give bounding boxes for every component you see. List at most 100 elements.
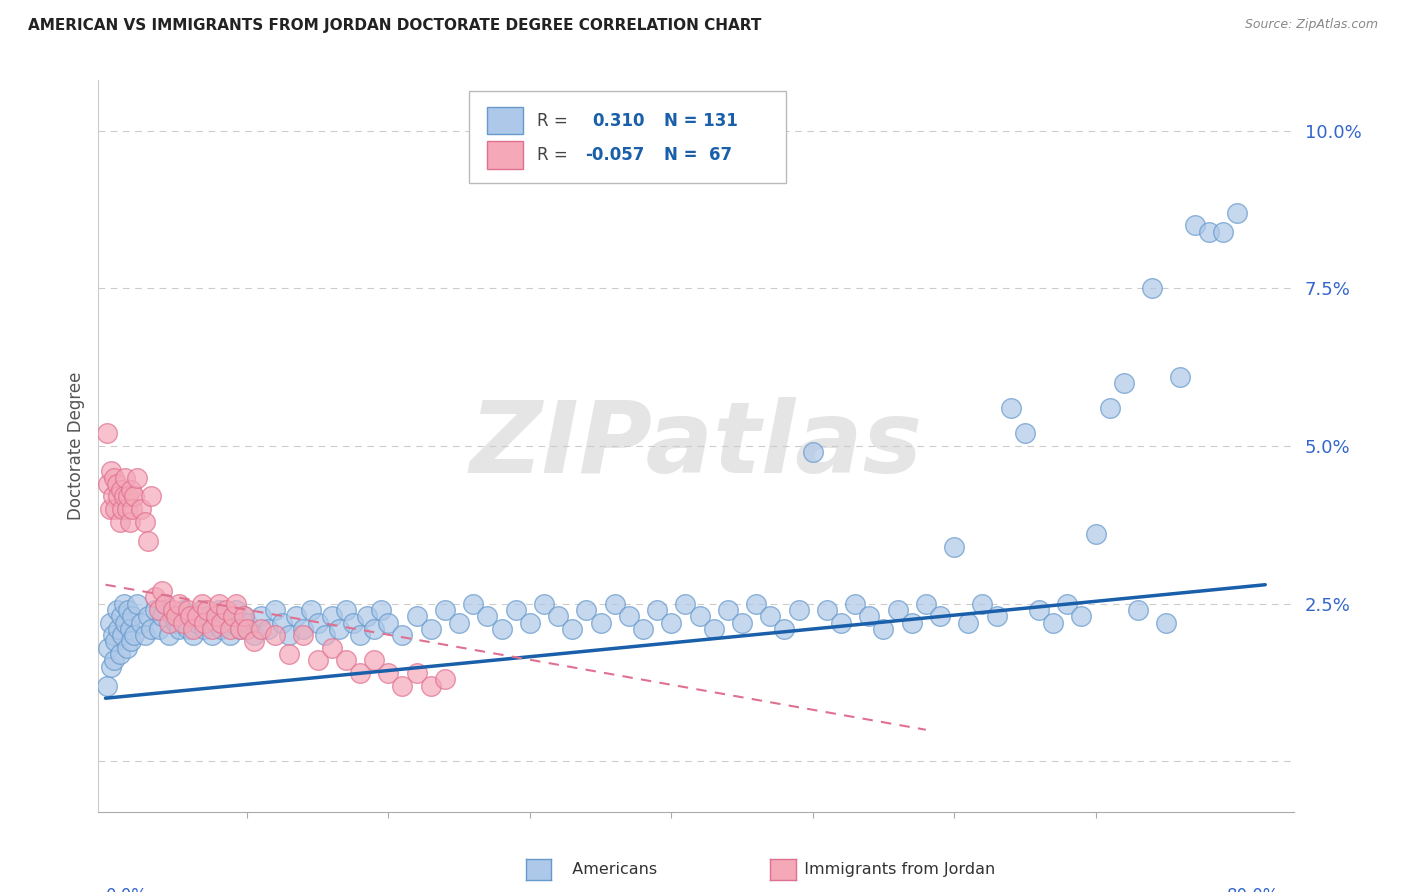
Point [673,597,696,611]
Point [103,470,125,484]
Point [100,464,122,478]
Point [215,603,238,617]
Point [114,615,136,630]
Text: N = 131: N = 131 [664,112,738,129]
Point [233,609,256,624]
Point [1014,426,1036,441]
Point [121,502,143,516]
Point [1070,609,1092,624]
Point [148,603,170,617]
Point [844,597,866,611]
Point [1098,401,1121,416]
Point [219,622,242,636]
Point [250,622,273,636]
Point [617,609,640,624]
Point [250,609,273,624]
Point [225,603,247,617]
Point [264,603,287,617]
Point [703,622,725,636]
Point [477,609,499,624]
Point [114,470,136,484]
Point [115,640,138,655]
Point [157,628,180,642]
Point [257,622,280,636]
Point [370,603,392,617]
Point [589,615,612,630]
Point [278,647,301,661]
Point [139,490,162,504]
Point [101,628,124,642]
Point [519,615,541,630]
Point [405,609,427,624]
Point [100,659,122,673]
Point [172,603,194,617]
Point [98,615,121,630]
Point [229,622,252,636]
Point [603,597,626,611]
Point [1000,401,1022,416]
Point [659,615,682,630]
Text: 0.0%: 0.0% [105,888,148,892]
Point [914,597,936,611]
Point [222,615,245,630]
Point [139,622,162,636]
Point [193,622,215,636]
Point [136,533,159,548]
Point [391,679,413,693]
Point [195,603,218,617]
Point [1042,615,1064,630]
Point [689,609,711,624]
Point [190,597,212,611]
Point [129,502,152,516]
Text: N =  67: N = 67 [664,146,733,164]
Point [264,628,287,642]
Point [104,502,127,516]
Point [129,615,152,630]
Point [150,609,173,624]
Point [111,628,134,642]
Point [134,628,156,642]
Point [900,615,922,630]
Point [208,603,231,617]
Point [104,634,127,648]
Point [110,483,132,497]
Point [356,609,378,624]
Point [773,622,796,636]
Point [179,609,201,624]
Point [787,603,810,617]
Point [745,597,768,611]
Point [631,622,654,636]
Point [186,615,208,630]
Point [167,597,190,611]
Point [121,609,143,624]
Point [1028,603,1050,617]
Point [125,470,148,484]
Point [208,597,231,611]
Point [299,603,322,617]
Text: Americans: Americans [562,863,658,877]
Point [105,603,128,617]
Point [377,665,399,680]
Point [112,490,135,504]
Point [547,609,569,624]
Point [575,603,598,617]
Point [195,609,218,624]
Point [101,490,124,504]
Point [134,515,156,529]
Point [176,622,198,636]
Point [1170,369,1192,384]
Point [243,628,266,642]
Point [122,490,145,504]
Point [108,515,131,529]
Point [433,673,456,687]
Point [172,615,194,630]
Point [717,603,740,617]
Point [463,597,485,611]
Point [449,615,471,630]
Point [97,476,120,491]
Point [162,609,184,624]
Point [801,445,824,459]
Point [363,653,385,667]
Point [143,591,166,605]
Point [314,628,336,642]
